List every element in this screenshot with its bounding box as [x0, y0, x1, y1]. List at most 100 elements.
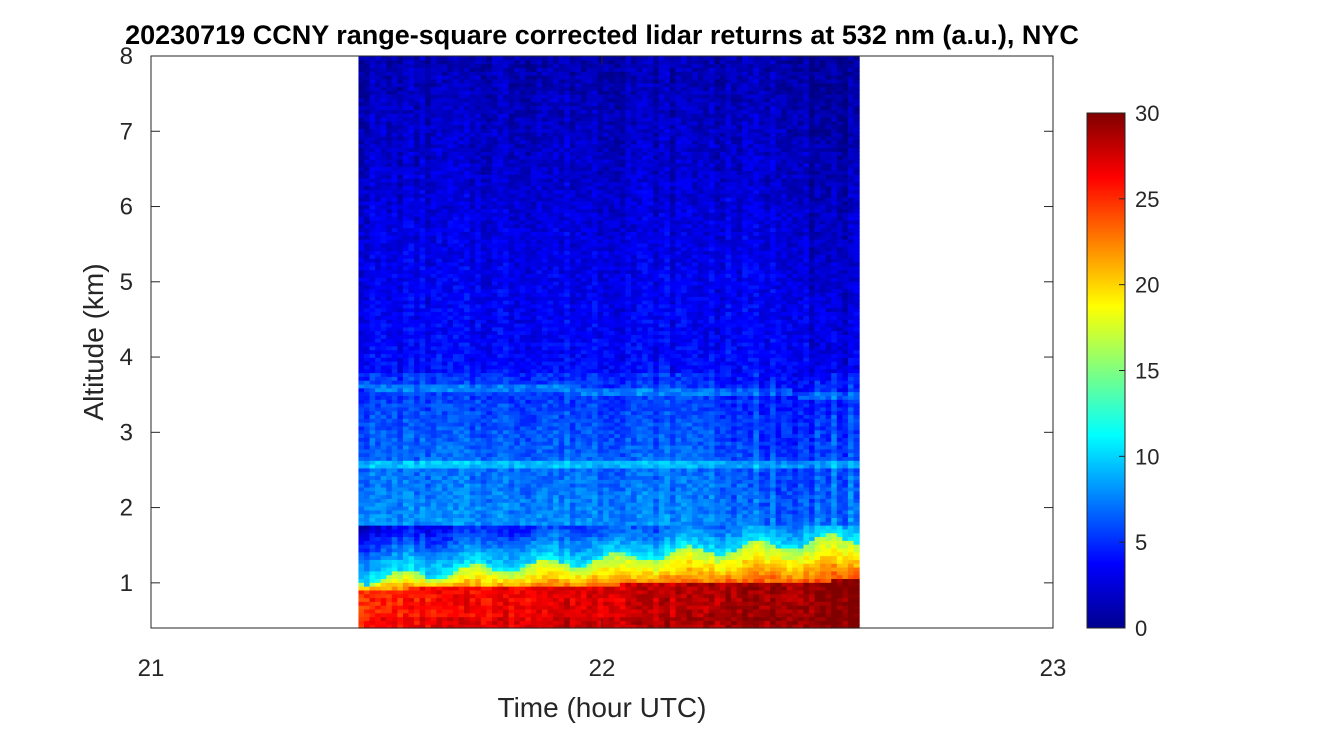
heatmap-cell: [414, 570, 421, 576]
heatmap-cell: [486, 532, 493, 538]
heatmap-cell: [530, 475, 538, 480]
heatmap-cell: [475, 143, 482, 149]
heatmap-cell: [536, 120, 543, 126]
heatmap-cell: [469, 608, 476, 614]
heatmap-cell: [419, 357, 426, 362]
heatmap-cell: [464, 406, 471, 412]
heatmap-cell: [536, 334, 543, 339]
heatmap-cell: [364, 528, 371, 534]
heatmap-cell: [542, 505, 549, 511]
heatmap-cell: [397, 422, 404, 427]
heatmap-cell: [386, 322, 393, 328]
heatmap-cell: [369, 502, 376, 507]
heatmap-cell: [491, 593, 499, 599]
heatmap-cell: [441, 124, 449, 130]
heatmap-cell: [375, 239, 382, 244]
heatmap-cell: [369, 174, 376, 179]
heatmap-cell: [386, 586, 393, 591]
heatmap-cell: [408, 380, 415, 385]
heatmap-cell: [402, 391, 410, 396]
heatmap-cell: [525, 536, 532, 541]
heatmap-cell: [397, 59, 404, 65]
heatmap-cell: [397, 71, 404, 76]
heatmap-cell: [425, 86, 432, 91]
heatmap-cell: [364, 166, 371, 171]
heatmap-cell: [497, 532, 504, 538]
heatmap-cell: [447, 452, 454, 457]
heatmap-cell: [386, 155, 393, 160]
heatmap-cell: [425, 59, 432, 65]
heatmap-cell: [380, 342, 387, 347]
heatmap-cell: [386, 460, 393, 465]
heatmap-cell: [491, 139, 499, 145]
heatmap-cell: [464, 544, 471, 549]
heatmap-cell: [536, 433, 543, 438]
heatmap-cell: [391, 132, 398, 137]
heatmap-cell: [430, 387, 437, 393]
heatmap-cell: [419, 605, 426, 610]
heatmap-cell: [441, 322, 449, 328]
heatmap-cell: [358, 273, 365, 278]
heatmap-cell: [486, 59, 493, 65]
heatmap-cell: [358, 570, 365, 576]
heatmap-cell: [503, 418, 510, 423]
heatmap-cell: [514, 219, 521, 225]
heatmap-cell: [408, 166, 415, 171]
heatmap-cell: [425, 422, 432, 427]
heatmap-cell: [536, 246, 543, 252]
heatmap-cell: [397, 559, 404, 564]
heatmap-cell: [525, 101, 532, 107]
heatmap-cell: [425, 368, 432, 374]
heatmap-cell: [425, 467, 432, 473]
heatmap-cell: [475, 216, 482, 221]
heatmap-cell: [497, 403, 504, 408]
heatmap-cell: [497, 345, 504, 351]
heatmap-cell: [525, 75, 532, 80]
heatmap-cell: [441, 460, 449, 465]
heatmap-cell: [458, 97, 465, 103]
heatmap-cell: [419, 158, 426, 164]
heatmap-cell: [391, 597, 398, 602]
heatmap-cell: [375, 59, 382, 65]
heatmap-cell: [397, 223, 404, 229]
heatmap-cell: [514, 292, 521, 297]
heatmap-cell: [430, 608, 437, 614]
heatmap-cell: [414, 410, 421, 416]
heatmap-cell: [430, 124, 437, 130]
heatmap-cell: [491, 589, 499, 595]
heatmap-cell: [369, 540, 376, 545]
heatmap-cell: [491, 109, 499, 114]
heatmap-cell: [469, 586, 476, 591]
heatmap-cell: [419, 475, 426, 480]
heatmap-cell: [391, 460, 398, 465]
heatmap-cell: [402, 82, 410, 88]
heatmap-cell: [497, 475, 504, 480]
heatmap-cell: [375, 536, 382, 541]
heatmap-cell: [525, 578, 532, 583]
heatmap-cell: [469, 559, 476, 564]
heatmap-cell: [375, 136, 382, 141]
heatmap-cell: [503, 300, 510, 305]
heatmap-cell: [508, 258, 515, 263]
heatmap-cell: [469, 155, 476, 160]
heatmap-cell: [436, 509, 443, 515]
heatmap-cell: [414, 486, 421, 492]
heatmap-cell: [458, 300, 465, 305]
heatmap-cell: [386, 101, 393, 107]
heatmap-cell: [397, 414, 404, 419]
heatmap-cell: [386, 143, 393, 149]
heatmap-cell: [414, 448, 421, 454]
heatmap-cell: [436, 586, 443, 591]
heatmap-cell: [364, 212, 371, 217]
heatmap-cell: [542, 475, 549, 480]
heatmap-cell: [447, 551, 454, 557]
heatmap-cell: [358, 338, 365, 343]
heatmap-cell: [458, 460, 465, 465]
heatmap-cell: [375, 254, 382, 259]
heatmap-cell: [480, 185, 487, 191]
heatmap-cell: [375, 582, 382, 587]
heatmap-cell: [441, 406, 449, 412]
heatmap-cell: [391, 521, 398, 526]
heatmap-cell: [397, 353, 404, 358]
heatmap-cell: [419, 265, 426, 271]
